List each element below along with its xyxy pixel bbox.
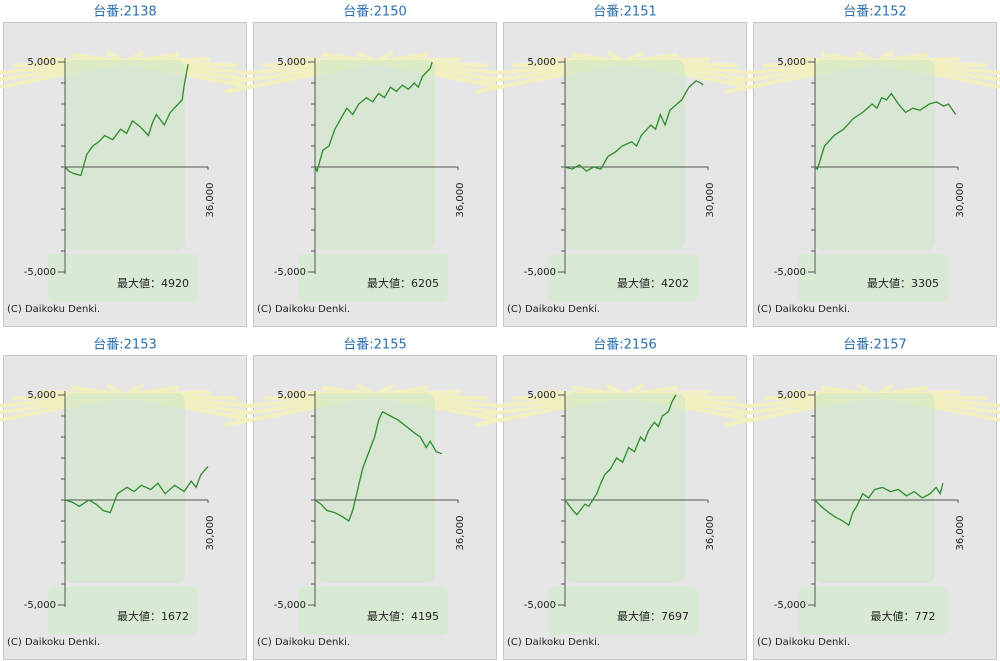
- decor-box: [815, 60, 935, 250]
- y-tick-label: -5,000: [274, 600, 306, 611]
- max-value-label: 最大値：7697: [617, 609, 689, 623]
- data-line: [814, 483, 944, 527]
- y-tick-label: 5,000: [277, 390, 306, 401]
- chart-panel: 台番:2138 5,000 -5,000 36,000 最大値：4920 (C) Daik…: [0, 5, 276, 327]
- x-tick-label: 36,000: [205, 183, 216, 218]
- data-line: [814, 92, 957, 171]
- credit: (C) Daikoku Denki.: [257, 304, 350, 315]
- chart-panel: 台番:2156 5,000 -5,000 36,000 最大値：7697 (C) Daik…: [474, 338, 776, 660]
- data-line: [314, 410, 443, 523]
- data-line: [64, 465, 209, 514]
- chart-title: 台番:2150: [343, 5, 406, 20]
- chart-panel: 台番:2153 5,000 -5,000 30,000 最大値：1672 (C) Daik…: [0, 338, 276, 660]
- decor-box: [315, 60, 435, 250]
- decor-box: [298, 587, 448, 635]
- x-tick-label: 36,000: [455, 183, 466, 218]
- chart-title: 台番:2153: [93, 338, 156, 353]
- chart-panel: 台番:2150 5,000 -5,000 36,000 最大値：6205 (C) Daik…: [224, 5, 526, 327]
- decor-box: [548, 587, 698, 635]
- y-tick-label: -5,000: [524, 600, 556, 611]
- data-line: [314, 61, 433, 174]
- data-line: [564, 80, 704, 172]
- x-tick-label: 30,000: [205, 516, 216, 551]
- decor-box: [48, 254, 198, 302]
- max-value-label: 最大値：772: [871, 609, 936, 623]
- chart-title: 台番:2151: [593, 5, 656, 20]
- credit: (C) Daikoku Denki.: [757, 304, 850, 315]
- credit: (C) Daikoku Denki.: [7, 637, 100, 648]
- credit: (C) Daikoku Denki.: [757, 637, 850, 648]
- x-tick-label: 36,000: [455, 516, 466, 551]
- y-tick-label: 5,000: [527, 57, 556, 68]
- y-tick-label: 5,000: [777, 57, 806, 68]
- chart-title: 台番:2156: [593, 338, 656, 353]
- chart-panel: 台番:2157 5,000 -5,000 36,000 最大値：772 (C) Daiko…: [724, 338, 1000, 660]
- chart-panel: 台番:2155 5,000 -5,000 36,000 最大値：4195 (C) Daik…: [224, 338, 526, 660]
- x-tick-label: 30,000: [955, 183, 966, 218]
- chart-panel: 台番:2152 5,000 -5,000 30,000 最大値：3305 (C) Daik…: [724, 5, 1000, 327]
- chart-panel: 台番:2151 5,000 -5,000 30,000 最大値：4202 (C) Daik…: [474, 5, 776, 327]
- decor-box: [65, 60, 185, 250]
- y-tick-label: -5,000: [24, 267, 56, 278]
- max-value-label: 最大値：4195: [367, 609, 439, 623]
- x-tick-label: 36,000: [705, 516, 716, 551]
- decor-box: [565, 60, 685, 250]
- max-value-label: 最大値：6205: [367, 276, 439, 290]
- decor-box: [815, 393, 935, 583]
- decor-box: [798, 254, 948, 302]
- y-tick-label: 5,000: [277, 57, 306, 68]
- max-value-label: 最大値：3305: [867, 276, 939, 290]
- chart-title: 台番:2157: [843, 338, 906, 353]
- credit: (C) Daikoku Denki.: [507, 304, 600, 315]
- max-value-label: 最大値：4202: [617, 276, 689, 290]
- y-tick-label: -5,000: [524, 267, 556, 278]
- decor-box: [798, 587, 948, 635]
- y-tick-label: -5,000: [274, 267, 306, 278]
- credit: (C) Daikoku Denki.: [257, 637, 350, 648]
- chart-title: 台番:2152: [843, 5, 906, 20]
- max-value-label: 最大値：4920: [117, 276, 189, 290]
- data-line: [564, 394, 677, 516]
- y-tick-label: 5,000: [27, 57, 56, 68]
- decor-box: [315, 393, 435, 583]
- y-tick-label: 5,000: [27, 390, 56, 401]
- x-tick-label: 30,000: [705, 183, 716, 218]
- y-tick-label: 5,000: [777, 390, 806, 401]
- decor-box: [548, 254, 698, 302]
- y-tick-label: -5,000: [774, 600, 806, 611]
- y-tick-label: -5,000: [24, 600, 56, 611]
- x-tick-label: 36,000: [955, 516, 966, 551]
- credit: (C) Daikoku Denki.: [7, 304, 100, 315]
- max-value-label: 最大値：1672: [117, 609, 189, 623]
- decor-box: [48, 587, 198, 635]
- decor-box: [298, 254, 448, 302]
- y-tick-label: -5,000: [774, 267, 806, 278]
- decor-box: [565, 393, 685, 583]
- chart-title: 台番:2155: [343, 338, 406, 353]
- data-line: [64, 63, 189, 177]
- y-tick-label: 5,000: [527, 390, 556, 401]
- chart-title: 台番:2138: [93, 5, 156, 20]
- credit: (C) Daikoku Denki.: [507, 637, 600, 648]
